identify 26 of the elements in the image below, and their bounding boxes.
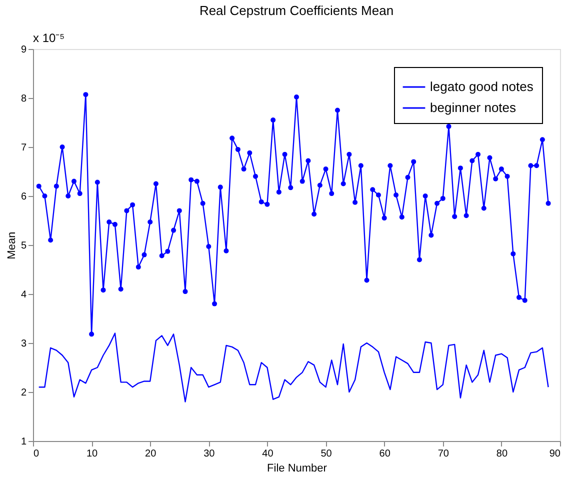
x-tick-label: 0 [34,448,40,460]
x-tick-label: 90 [549,448,561,460]
x-tick-label: 50 [320,448,332,460]
x-tick-label: 30 [204,448,216,460]
y-tick-label: 4 [20,290,27,300]
y-axis-title: Mean [6,232,18,260]
y-tick-label: 6 [20,192,27,202]
line-series [38,332,549,402]
legend-label: beginner notes [430,100,517,115]
y-tick-label: 8 [20,94,27,104]
x-tick-label: 80 [496,448,508,460]
x-tick-label: 70 [438,448,450,460]
legend-label: legato good notes [430,79,534,94]
x-tick-label: 60 [379,448,391,460]
y-tick-label: 1 [20,436,27,448]
x-tick-label: 10 [86,448,98,460]
y-tick-label: 3 [20,338,27,350]
text: x 10⁻⁵ [33,31,65,45]
y-tick-label: 7 [20,142,27,154]
y-tick-label: 9 [20,44,27,56]
x-axis-title: File Number [267,462,328,474]
chart-title: Real Cepstrum Coefficients Mean [199,3,394,18]
y-tick-label: 5 [20,240,27,252]
x-tick-label: 40 [262,448,274,460]
y-tick-label: 2 [20,388,27,398]
x-tick-label: 20 [145,448,157,460]
